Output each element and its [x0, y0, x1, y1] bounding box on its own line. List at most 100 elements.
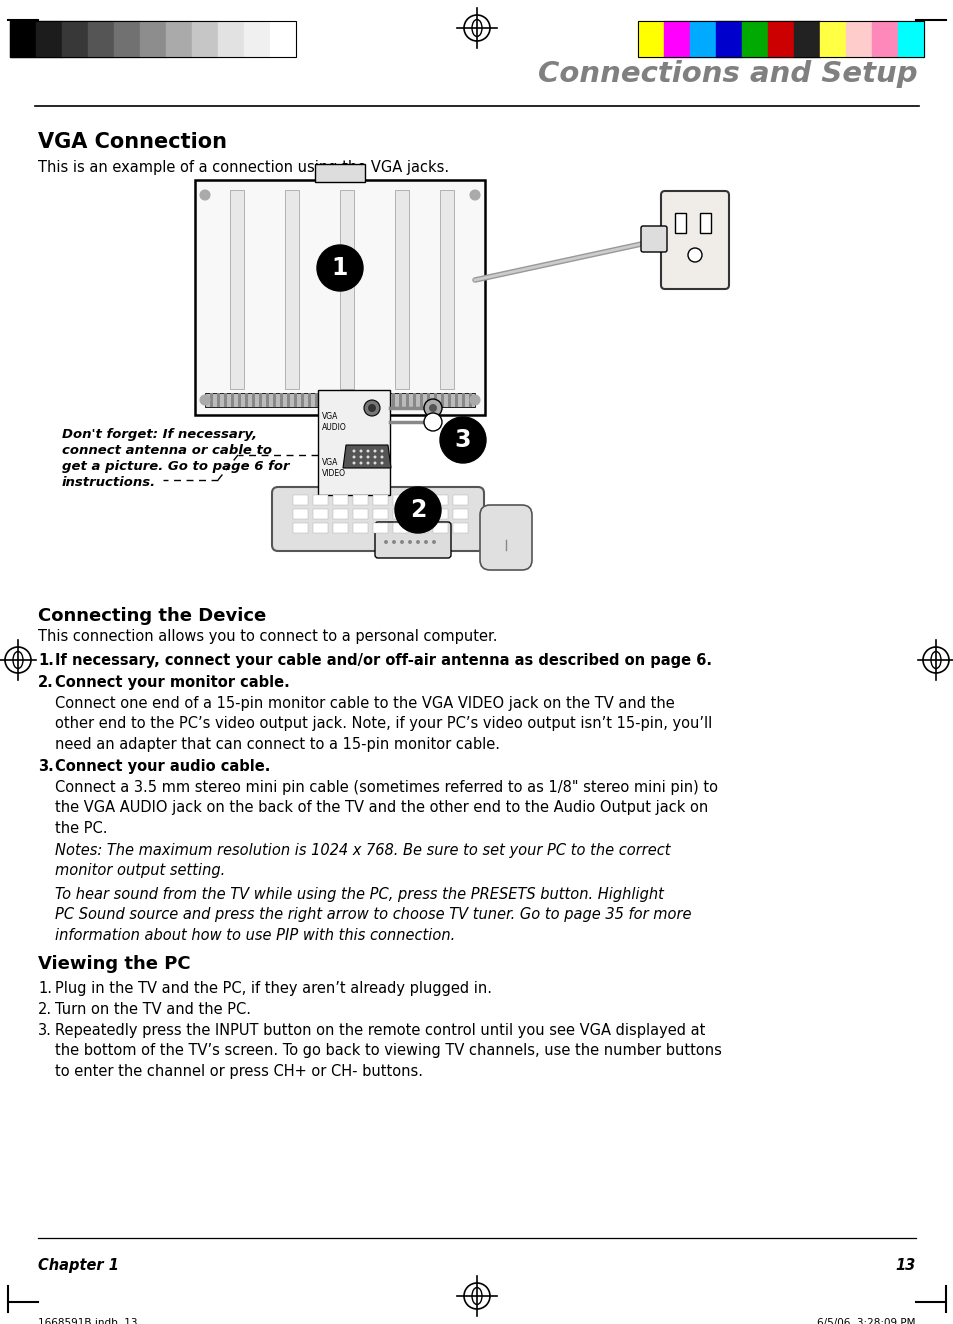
Bar — [433, 508, 448, 519]
Bar — [469, 393, 472, 406]
Text: 1.: 1. — [38, 653, 53, 669]
Bar — [767, 21, 793, 57]
Bar — [373, 495, 388, 504]
Text: Connect one end of a 15-pin monitor cable to the VGA VIDEO jack on the TV and th: Connect one end of a 15-pin monitor cabl… — [55, 696, 712, 752]
Circle shape — [368, 404, 375, 412]
Circle shape — [366, 450, 369, 453]
Circle shape — [359, 462, 362, 465]
Bar — [364, 393, 367, 406]
Bar — [314, 164, 365, 181]
Text: 2.: 2. — [38, 675, 53, 690]
Circle shape — [408, 540, 412, 544]
Bar — [427, 393, 430, 406]
Circle shape — [200, 395, 210, 405]
Circle shape — [432, 540, 436, 544]
Bar — [339, 191, 354, 389]
Bar — [897, 21, 923, 57]
Text: Connect your monitor cable.: Connect your monitor cable. — [55, 675, 290, 690]
Bar — [453, 523, 468, 534]
Bar — [820, 21, 845, 57]
Bar — [440, 393, 443, 406]
Bar — [413, 508, 428, 519]
Bar — [280, 393, 283, 406]
Bar — [258, 393, 262, 406]
Bar — [741, 21, 767, 57]
Text: Connect your audio cable.: Connect your audio cable. — [55, 759, 270, 775]
Circle shape — [352, 462, 355, 465]
Bar — [353, 495, 368, 504]
Bar — [406, 393, 409, 406]
Bar — [62, 21, 88, 57]
Circle shape — [374, 450, 376, 453]
Bar — [218, 21, 244, 57]
Bar — [329, 393, 332, 406]
Bar — [285, 191, 298, 389]
Text: Repeatedly press the INPUT button on the remote control until you see VGA displa: Repeatedly press the INPUT button on the… — [55, 1023, 721, 1079]
Bar — [287, 393, 290, 406]
Bar — [231, 393, 233, 406]
Bar — [871, 21, 897, 57]
Bar — [273, 393, 275, 406]
Text: Connecting the Device: Connecting the Device — [38, 606, 266, 625]
FancyBboxPatch shape — [640, 226, 666, 252]
Bar — [245, 393, 248, 406]
Bar — [453, 508, 468, 519]
Circle shape — [380, 455, 383, 458]
Text: To hear sound from the TV while using the PC, press the PRESETS button. Highligh: To hear sound from the TV while using th… — [55, 887, 691, 943]
Text: 1668591B.indb  13: 1668591B.indb 13 — [38, 1317, 137, 1324]
Text: Notes: The maximum resolution is 1024 x 768. Be sure to set your PC to the corre: Notes: The maximum resolution is 1024 x … — [55, 843, 670, 878]
Circle shape — [429, 404, 436, 412]
Circle shape — [366, 455, 369, 458]
Circle shape — [374, 462, 376, 465]
Bar — [301, 393, 304, 406]
Bar — [398, 393, 401, 406]
Bar — [88, 21, 113, 57]
Bar — [793, 21, 820, 57]
Bar — [393, 508, 408, 519]
Bar — [700, 213, 710, 233]
Bar — [333, 523, 348, 534]
Bar — [335, 393, 338, 406]
Bar — [266, 393, 269, 406]
Bar — [377, 393, 380, 406]
Circle shape — [470, 191, 479, 200]
Bar — [433, 495, 448, 504]
Text: Turn on the TV and the PC.: Turn on the TV and the PC. — [55, 1002, 251, 1017]
Bar — [10, 21, 295, 57]
Bar — [216, 393, 220, 406]
Circle shape — [416, 540, 419, 544]
Bar — [205, 393, 475, 406]
Bar — [413, 495, 428, 504]
Text: Don't forget: If necessary,: Don't forget: If necessary, — [62, 428, 256, 441]
Circle shape — [395, 487, 440, 534]
Text: 1.: 1. — [38, 981, 52, 996]
Bar — [689, 21, 716, 57]
Bar — [453, 495, 468, 504]
Bar — [663, 21, 689, 57]
Bar — [113, 21, 140, 57]
Circle shape — [470, 395, 479, 405]
Bar — [237, 393, 241, 406]
Circle shape — [374, 455, 376, 458]
Text: Connect a 3.5 mm stereo mini pin cable (sometimes referred to as 1/8" stereo min: Connect a 3.5 mm stereo mini pin cable (… — [55, 780, 718, 835]
Text: instructions.: instructions. — [62, 477, 156, 489]
Circle shape — [352, 450, 355, 453]
Bar — [293, 508, 308, 519]
Circle shape — [359, 455, 362, 458]
Circle shape — [352, 455, 355, 458]
Bar — [353, 508, 368, 519]
Text: This connection allows you to connect to a personal computer.: This connection allows you to connect to… — [38, 629, 497, 643]
Text: 3.: 3. — [38, 759, 53, 775]
Text: 2.: 2. — [38, 1002, 52, 1017]
Bar — [356, 393, 359, 406]
Circle shape — [392, 540, 395, 544]
Circle shape — [439, 417, 485, 463]
Bar — [413, 523, 428, 534]
Bar — [373, 508, 388, 519]
Bar — [448, 393, 451, 406]
Bar — [224, 393, 227, 406]
Bar — [10, 21, 36, 57]
Bar — [293, 495, 308, 504]
Bar — [314, 393, 317, 406]
Text: VGA
VIDEO: VGA VIDEO — [322, 458, 346, 478]
